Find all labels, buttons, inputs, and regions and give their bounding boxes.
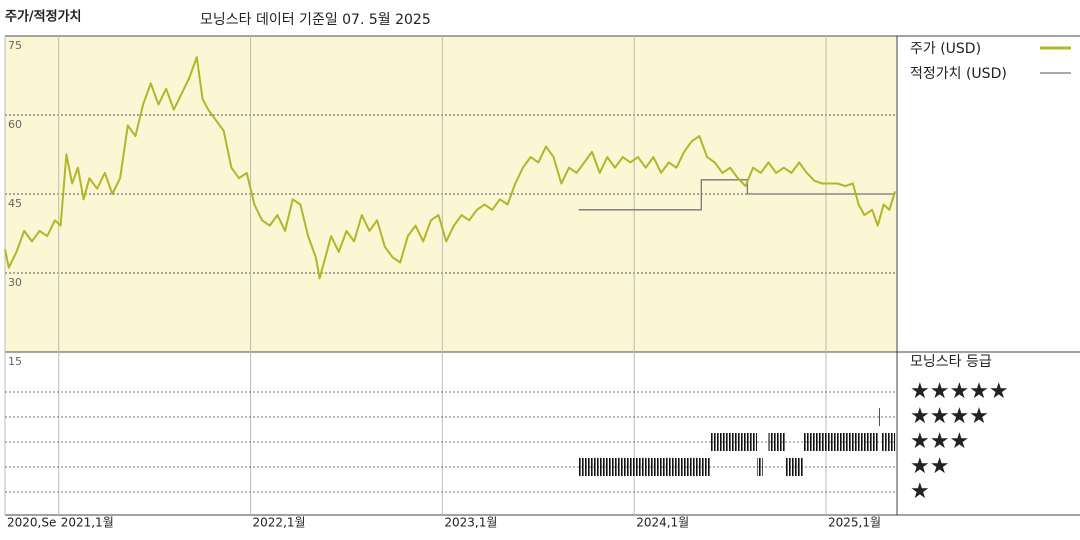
x-tick-label: 2024,1월 [636,516,689,530]
rating-bar [877,408,880,426]
series-line [4,56,897,280]
rating-bar [710,433,757,451]
chart-subtitle: 모닝스타 데이터 기준일 07. 5월 2025 [200,12,431,28]
rating-label: ★★ [910,454,949,479]
y-tick-label: 45 [8,197,22,210]
rating-bar [578,458,711,476]
rating-bar [756,458,763,476]
x-tick-label: 2022,1월 [253,516,306,530]
rating-bar [768,433,786,451]
legend-label: 주가 (USD) [910,41,981,57]
x-tick-label: 2020,Se [7,516,56,530]
y-tick-label: 60 [8,118,22,131]
rating-label: ★★★ [910,429,969,454]
rating-bar [881,433,896,451]
legend-label: 적정가치 (USD) [910,66,1007,82]
rating-title: 모닝스타 등급 [910,354,992,370]
series-line [578,179,896,211]
x-tick-label: 2023,1월 [444,516,497,530]
x-tick-label: 2025,1월 [828,516,881,530]
x-tick-label: 2021,1월 [61,516,114,530]
y-tick-label: 15 [8,355,22,368]
rating-label: ★ [910,479,930,504]
y-tick-label: 30 [8,276,22,289]
rating-label: ★★★★★ [910,379,1009,404]
chart-title: 주가/적정가치 [5,9,82,25]
rating-label: ★★★★ [910,404,989,429]
rating-bar [803,433,878,451]
y-tick-label: 75 [8,39,22,52]
rating-bar [785,458,804,476]
